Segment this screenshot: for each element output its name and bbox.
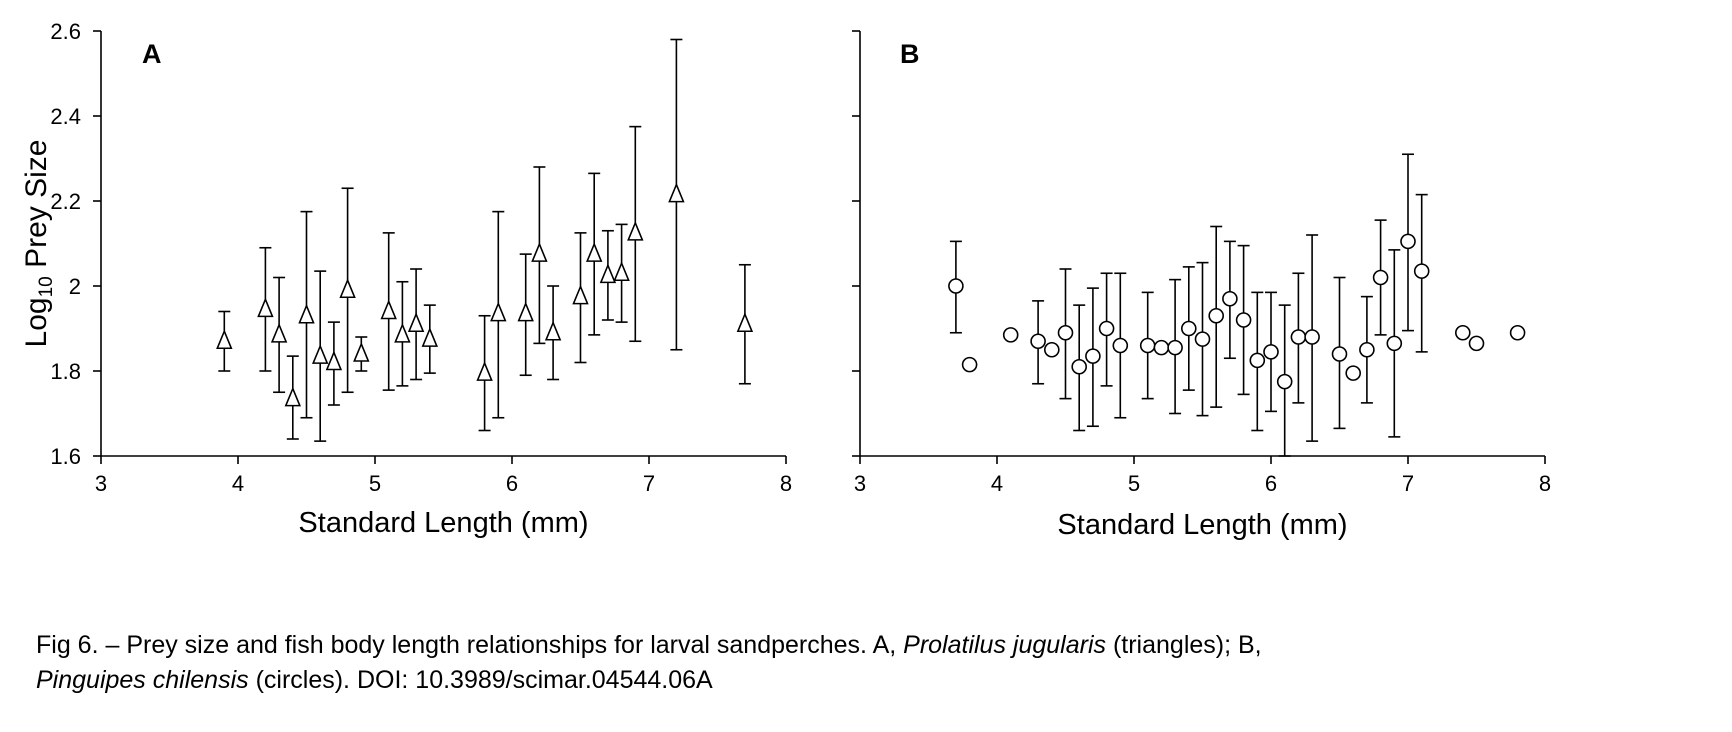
x-tick-label: 5 <box>1128 471 1140 496</box>
caption-mid: (triangles); B, <box>1106 631 1262 659</box>
triangle-point <box>270 322 288 343</box>
circle-point <box>1044 341 1060 358</box>
x-tick-label: 5 <box>369 471 381 496</box>
triangle-point <box>353 341 370 362</box>
figure-caption: Fig 6. – Prey size and fish body length … <box>36 628 1696 698</box>
y-tick-label: 2 <box>69 274 81 299</box>
triangle-point <box>544 320 562 341</box>
triangle-point <box>476 361 493 381</box>
triangle-point <box>339 278 356 299</box>
triangle-point <box>586 242 603 262</box>
triangle-point <box>627 220 644 241</box>
circle-point <box>1249 352 1266 369</box>
triangle-point <box>380 299 397 320</box>
circle-point <box>1071 358 1087 375</box>
triangle-point <box>572 284 589 305</box>
circle-point <box>1002 327 1019 343</box>
triangle-point <box>407 312 425 333</box>
triangle-point <box>490 301 507 322</box>
y-tick-label: 1.6 <box>50 444 81 469</box>
x-axis-label: Standard Length (mm) <box>298 507 588 539</box>
triangle-point <box>325 350 343 371</box>
y-tick-label: 1.8 <box>50 359 81 384</box>
circle-point <box>1386 335 1403 352</box>
circle-point <box>1112 337 1129 354</box>
circle-point <box>1290 329 1307 345</box>
triangle-point <box>736 312 754 333</box>
circle-point <box>1208 307 1224 324</box>
y-tick-label: 2.4 <box>50 104 81 129</box>
y-axis-label-subscript: 10 <box>36 276 57 297</box>
y-axis-label: Log10 Prey Size <box>20 140 57 348</box>
circle-point <box>1167 339 1183 356</box>
triangle-point <box>284 386 301 407</box>
x-tick-label: 6 <box>506 471 518 496</box>
circle-point <box>1235 312 1252 328</box>
triangle-point <box>517 301 534 322</box>
panel-b-chart: 3 4 5 6 7 8 Standard Length (mm) B <box>852 30 1551 541</box>
x-tick-label: 7 <box>1402 471 1414 496</box>
circle-point <box>1400 233 1416 250</box>
circle-point <box>1085 348 1101 364</box>
circle-point <box>1345 365 1361 381</box>
panel-label: B <box>900 39 920 69</box>
triangle-point <box>257 297 274 318</box>
x-tick-label: 6 <box>1265 471 1277 496</box>
circle-point <box>1098 320 1115 337</box>
circle-point <box>1509 324 1526 341</box>
circle-point <box>1030 333 1046 350</box>
circle-point <box>1276 373 1293 390</box>
x-tick-label: 4 <box>991 471 1003 496</box>
triangle-point <box>298 303 315 324</box>
caption-suffix: (circles). DOI: 10.3989/scimar.04544.06A <box>248 666 713 694</box>
circle-point <box>1194 331 1211 347</box>
x-tick-label: 3 <box>854 471 866 496</box>
x-tick-label: 7 <box>643 471 655 496</box>
circle-point <box>1057 324 1074 341</box>
x-tick-label: 4 <box>232 471 244 496</box>
circle-point <box>1222 290 1238 307</box>
circle-point <box>1331 346 1348 362</box>
circle-point <box>1181 320 1197 337</box>
circle-point <box>948 278 964 294</box>
circle-point <box>1304 329 1320 345</box>
x-tick-label: 8 <box>780 471 792 496</box>
circle-point <box>961 356 978 373</box>
y-tick-label: 2.6 <box>50 19 81 44</box>
circle-point <box>1372 269 1389 286</box>
y-tick-label: 2.2 <box>50 189 81 214</box>
panel-label: A <box>142 39 162 69</box>
circle-point <box>1359 341 1375 358</box>
y-axis-label-rest: Prey Size <box>20 140 53 277</box>
caption-species-a: Prolatilus jugularis <box>903 631 1107 659</box>
triangle-point <box>312 344 329 364</box>
triangle-point <box>599 263 617 284</box>
x-tick-label: 3 <box>95 471 107 496</box>
circle-point <box>1139 337 1156 354</box>
y-axis-label-base: Log <box>20 297 53 347</box>
triangle-point <box>394 322 411 343</box>
triangle-point <box>421 327 438 347</box>
circle-point <box>1468 335 1485 352</box>
panel-a-chart: 1.6 1.8 2 2.2 2.4 2.6 3 4 5 6 7 8 Standard Length (m… <box>20 19 792 539</box>
triangle-point <box>216 329 233 350</box>
circle-point <box>1153 339 1170 356</box>
circle-point <box>1455 324 1471 341</box>
triangle-point <box>613 261 630 282</box>
circle-point <box>1413 263 1430 279</box>
x-tick-label: 8 <box>1539 471 1551 496</box>
circle-point <box>1263 344 1279 360</box>
triangle-point <box>668 182 685 203</box>
caption-species-b: Pinguipes chilensis <box>36 666 249 694</box>
caption-prefix: Fig 6. – Prey size and fish body length … <box>36 631 904 659</box>
x-axis-label: Standard Length (mm) <box>1057 509 1347 541</box>
triangle-point <box>531 242 548 262</box>
